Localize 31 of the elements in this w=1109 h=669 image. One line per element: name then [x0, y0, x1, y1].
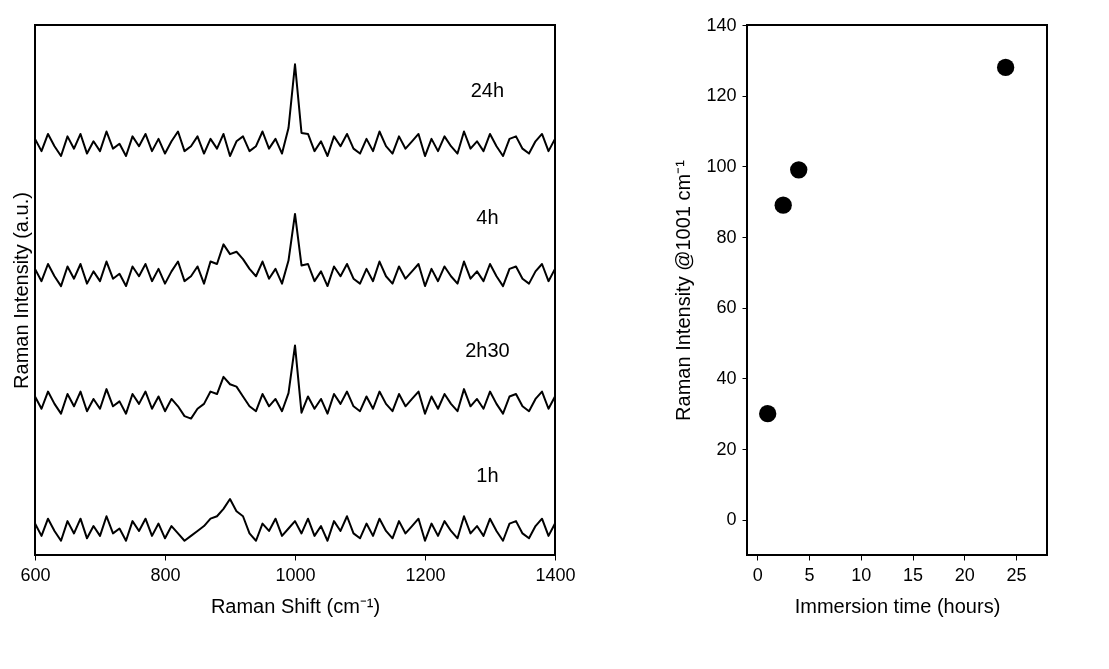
x-tick-label: 800 — [150, 564, 181, 585]
series-label: 1h — [476, 463, 499, 486]
x-tick-label: 0 — [752, 564, 763, 585]
y-tick-label: 100 — [706, 155, 737, 176]
series-label: 4h — [476, 206, 499, 229]
series-label: 24h — [470, 78, 505, 101]
x-tick-label: 25 — [1006, 564, 1027, 585]
series-label: 2h30 — [465, 338, 510, 361]
y-tick-label: 40 — [716, 367, 737, 388]
x-axis-title: Immersion time (hours) — [794, 594, 1001, 617]
y-axis-title: Raman Intensity (a.u.) — [9, 192, 32, 389]
point — [996, 58, 1015, 77]
point — [774, 196, 792, 214]
point — [759, 405, 777, 423]
y-tick-label: 60 — [716, 297, 737, 318]
x-tick-label: 10 — [851, 564, 872, 585]
x-tick-label: 1200 — [405, 564, 446, 585]
y-tick-label: 0 — [726, 509, 737, 530]
x-tick-label: 5 — [804, 564, 815, 585]
x-tick-label: 15 — [903, 564, 924, 585]
x-tick-label: 20 — [954, 564, 975, 585]
y-tick-label: 140 — [706, 14, 737, 35]
y-tick-label: 80 — [716, 226, 737, 247]
x-axis-title: Raman Shift (cm⁻¹) — [210, 594, 381, 617]
point — [790, 161, 808, 179]
y-tick-label: 20 — [716, 438, 737, 459]
y-tick-label: 120 — [706, 85, 737, 106]
y-axis-title: Raman Intensity @1001 cm⁻¹ — [672, 159, 695, 421]
x-tick-label: 600 — [20, 564, 51, 585]
x-tick-label: 1000 — [275, 564, 316, 585]
x-tick-label: 1400 — [535, 564, 576, 585]
